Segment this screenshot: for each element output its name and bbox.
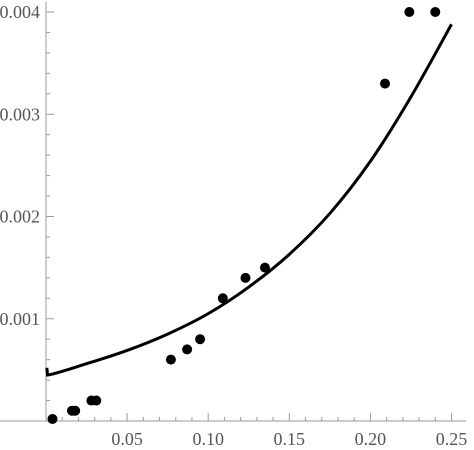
data-point <box>47 413 58 424</box>
x-tick-label: 0.20 <box>355 429 387 449</box>
data-point <box>240 272 251 283</box>
data-point <box>379 78 390 89</box>
x-tick-label: 0.05 <box>111 429 143 449</box>
data-points <box>47 7 441 424</box>
data-point <box>259 262 270 273</box>
data-point <box>217 293 228 304</box>
y-tick-label: 0.001 <box>0 309 40 329</box>
data-point <box>430 7 441 17</box>
ticks: 0.05 0.10 0.15 0.20 0.25 0.001 0.002 0.003 0.004 <box>0 2 467 449</box>
y-tick-label: 0.002 <box>0 207 40 227</box>
fit-curve-group <box>45 23 453 377</box>
data-point <box>165 354 176 365</box>
data-point <box>182 344 193 355</box>
fit-curve <box>45 23 453 377</box>
axes <box>0 2 466 422</box>
x-tick-label: 0.10 <box>192 429 224 449</box>
data-point <box>91 395 102 406</box>
y-tick-label: 0.004 <box>0 2 40 22</box>
data-point <box>404 7 415 17</box>
y-tick-label: 0.003 <box>0 104 40 124</box>
x-tick-label: 0.25 <box>436 429 468 449</box>
data-point <box>195 334 206 345</box>
data-point <box>70 405 81 416</box>
x-tick-label: 0.15 <box>274 429 306 449</box>
